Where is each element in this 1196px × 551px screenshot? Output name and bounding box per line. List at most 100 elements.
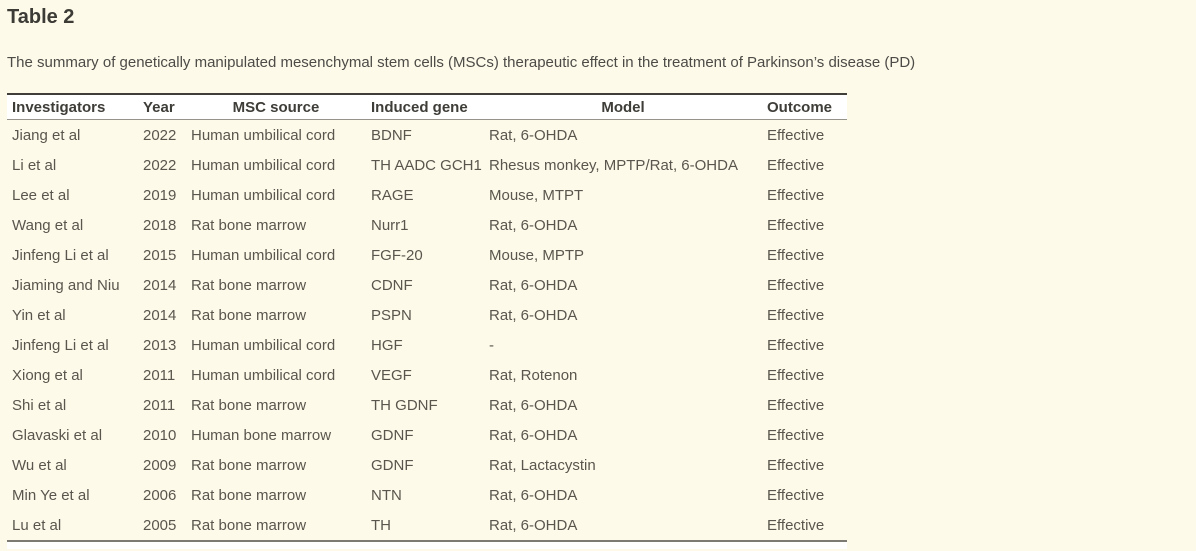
cell-investigators: Yin et al xyxy=(12,306,66,324)
cell-year: 2011 xyxy=(143,396,176,414)
table-title: Table 2 xyxy=(7,6,75,28)
cell-outcome: Effective xyxy=(767,156,825,174)
column-header-msc-source: MSC source xyxy=(186,94,366,120)
table-row: Lee et al 2019 Human umbilical cord RAGE… xyxy=(7,180,847,210)
cell-year: 2015 xyxy=(143,246,177,264)
table-header: Investigators Year MSC source Induced ge… xyxy=(7,94,847,120)
cell-induced-gene: PSPN xyxy=(371,306,412,324)
cell-year: 2010 xyxy=(143,426,177,444)
cell-model: Rhesus monkey, MPTP/Rat, 6-OHDA xyxy=(489,156,738,174)
column-header-investigators: Investigators xyxy=(7,94,138,120)
next-table-header-strip xyxy=(7,542,847,549)
table-body: Jiang et al 2022 Human umbilical cord BD… xyxy=(7,120,847,542)
table-row: Jiang et al 2022 Human umbilical cord BD… xyxy=(7,120,847,151)
table-row: Lu et al 2005 Rat bone marrow TH Rat, 6-… xyxy=(7,510,847,541)
cell-year: 2019 xyxy=(143,186,177,204)
cell-outcome: Effective xyxy=(767,216,825,234)
column-header-induced-gene: Induced gene xyxy=(366,94,484,120)
cell-year: 2022 xyxy=(143,126,177,144)
cell-year: 2018 xyxy=(143,216,177,234)
cell-model: Rat, 6-OHDA xyxy=(489,516,578,534)
cell-induced-gene: TH AADC GCH1 xyxy=(371,156,482,174)
table-row: Wang et al 2018 Rat bone marrow Nurr1 Ra… xyxy=(7,210,847,240)
cell-model: - xyxy=(489,336,494,354)
column-header-year: Year xyxy=(138,94,186,120)
table-row: Shi et al 2011 Rat bone marrow TH GDNF R… xyxy=(7,390,847,420)
cell-outcome: Effective xyxy=(767,246,825,264)
cell-msc-source: Rat bone marrow xyxy=(191,306,307,324)
cell-msc-source: Human umbilical cord xyxy=(191,156,336,174)
cell-outcome: Effective xyxy=(767,486,825,504)
cell-msc-source: Rat bone marrow xyxy=(191,456,307,474)
cell-model: Rat, 6-OHDA xyxy=(489,216,578,234)
cell-year: 2013 xyxy=(143,336,177,354)
cell-year: 2006 xyxy=(143,486,177,504)
cell-msc-source: Rat bone marrow xyxy=(191,516,307,534)
cell-msc-source: Rat bone marrow xyxy=(191,216,307,234)
cell-investigators: Jiaming and Niu xyxy=(12,276,120,294)
cell-outcome: Effective xyxy=(767,366,825,384)
table-row: Xiong et al 2011 Human umbilical cord VE… xyxy=(7,360,847,390)
cell-induced-gene: Nurr1 xyxy=(371,216,409,234)
column-header-model: Model xyxy=(484,94,762,120)
cell-investigators: Shi et al xyxy=(12,396,67,414)
cell-induced-gene: GDNF xyxy=(371,456,414,474)
cell-investigators: Wu et al xyxy=(12,456,67,474)
cell-msc-source: Human bone marrow xyxy=(191,426,332,444)
cell-model: Rat, 6-OHDA xyxy=(489,276,578,294)
cell-model: Rat, 6-OHDA xyxy=(489,126,578,144)
cell-model: Rat, 6-OHDA xyxy=(489,486,578,504)
cell-outcome: Effective xyxy=(767,276,825,294)
data-table: Investigators Year MSC source Induced ge… xyxy=(7,93,847,542)
cell-model: Mouse, MTPT xyxy=(489,186,584,204)
table-header-row: Investigators Year MSC source Induced ge… xyxy=(7,94,847,120)
cell-investigators: Jinfeng Li et al xyxy=(12,246,109,264)
cell-year: 2022 xyxy=(143,156,177,174)
table-row: Jiaming and Niu 2014 Rat bone marrow CDN… xyxy=(7,270,847,300)
cell-msc-source: Human umbilical cord xyxy=(191,126,336,144)
cell-msc-source: Human umbilical cord xyxy=(191,186,336,204)
cell-outcome: Effective xyxy=(767,306,825,324)
cell-induced-gene: CDNF xyxy=(371,276,413,294)
cell-msc-source: Rat bone marrow xyxy=(191,486,307,504)
cell-induced-gene: GDNF xyxy=(371,426,414,444)
cell-investigators: Xiong et al xyxy=(12,366,83,384)
column-header-outcome: Outcome xyxy=(762,94,847,120)
cell-model: Rat, Lactacystin xyxy=(489,456,596,474)
cell-investigators: Wang et al xyxy=(12,216,84,234)
cell-investigators: Min Ye et al xyxy=(12,486,90,504)
cell-year: 2014 xyxy=(143,276,177,294)
cell-outcome: Effective xyxy=(767,126,825,144)
cell-induced-gene: TH xyxy=(371,516,391,534)
cell-investigators: Lee et al xyxy=(12,186,70,204)
table-row: Glavaski et al 2010 Human bone marrow GD… xyxy=(7,420,847,450)
cell-induced-gene: BDNF xyxy=(371,126,412,144)
cell-investigators: Jiang et al xyxy=(12,126,81,144)
table-row: Jinfeng Li et al 2015 Human umbilical co… xyxy=(7,240,847,270)
cell-outcome: Effective xyxy=(767,336,825,354)
cell-msc-source: Rat bone marrow xyxy=(191,276,307,294)
cell-year: 2005 xyxy=(143,516,177,534)
cell-induced-gene: FGF-20 xyxy=(371,246,423,264)
table-row: Jinfeng Li et al 2013 Human umbilical co… xyxy=(7,330,847,360)
cell-investigators: Jinfeng Li et al xyxy=(12,336,109,354)
cell-outcome: Effective xyxy=(767,186,825,204)
cell-msc-source: Human umbilical cord xyxy=(191,336,336,354)
cell-induced-gene: HGF xyxy=(371,336,403,354)
cell-outcome: Effective xyxy=(767,426,825,444)
cell-induced-gene: TH GDNF xyxy=(371,396,438,414)
cell-model: Mouse, MPTP xyxy=(489,246,585,264)
table-row: Min Ye et al 2006 Rat bone marrow NTN Ra… xyxy=(7,480,847,510)
cell-msc-source: Human umbilical cord xyxy=(191,366,336,384)
table-row: Wu et al 2009 Rat bone marrow GDNF Rat, … xyxy=(7,450,847,480)
cell-outcome: Effective xyxy=(767,396,825,414)
cell-year: 2011 xyxy=(143,366,176,384)
cell-investigators: Glavaski et al xyxy=(12,426,103,444)
cell-model: Rat, 6-OHDA xyxy=(489,396,578,414)
table-row: Li et al 2022 Human umbilical cord TH AA… xyxy=(7,150,847,180)
cell-msc-source: Human umbilical cord xyxy=(191,246,336,264)
cell-investigators: Lu et al xyxy=(12,516,62,534)
cell-outcome: Effective xyxy=(767,516,825,534)
cell-model: Rat, 6-OHDA xyxy=(489,306,578,324)
